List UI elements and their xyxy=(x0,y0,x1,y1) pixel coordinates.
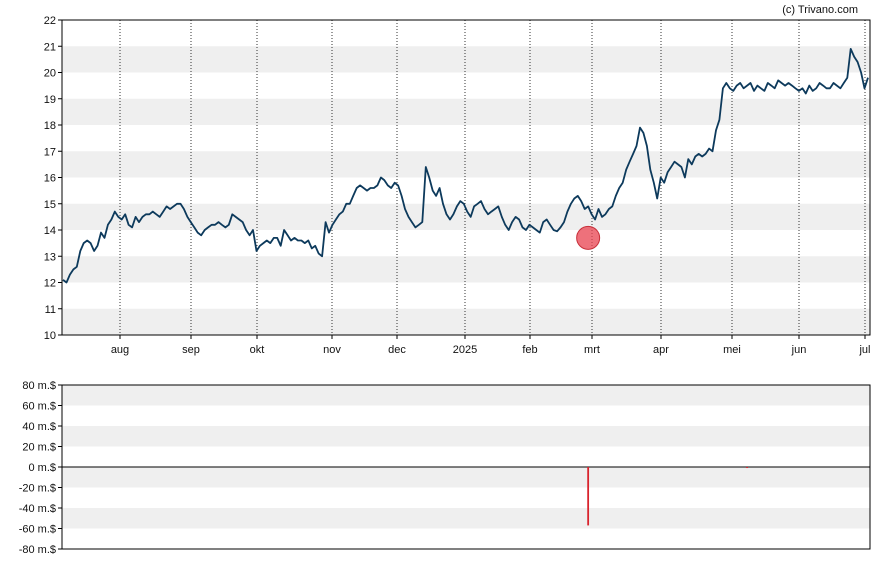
credit-label: (c) Trivano.com xyxy=(782,4,858,16)
price-y-tick-label: 19 xyxy=(44,94,56,106)
price-band xyxy=(62,308,870,335)
volume-band xyxy=(62,467,870,488)
price-band xyxy=(62,98,870,125)
price-panel: 10 11 12 13 14 15 16 17 18 19 20 21 22 aug sep okt nov d… xyxy=(44,15,871,356)
price-y-tick-label: 11 xyxy=(45,304,56,316)
volume-bar xyxy=(587,467,590,526)
volume-bar xyxy=(746,467,748,469)
volume-y-tick-label: -20 m.$ xyxy=(19,483,56,495)
price-x-tick-label: jun xyxy=(791,344,807,356)
price-band xyxy=(62,151,870,178)
price-x-tick-label: jul xyxy=(858,344,870,356)
price-band xyxy=(62,46,870,73)
volume-y-tick-label: -80 m.$ xyxy=(19,544,56,556)
price-markers xyxy=(576,225,601,250)
price-x-axis: aug sep okt nov dec 2025 feb mrt apr mei jun jul xyxy=(111,335,871,356)
price-x-tick-label: mrt xyxy=(584,344,600,356)
price-x-tick-label: feb xyxy=(522,344,537,356)
price-x-tick-label: okt xyxy=(250,344,265,356)
volume-band xyxy=(62,426,870,447)
trade-marker xyxy=(576,225,601,250)
volume-band xyxy=(62,385,870,406)
price-y-tick-label: 12 xyxy=(44,278,56,290)
price-y-tick-label: 15 xyxy=(44,199,56,211)
price-x-tick-label: mei xyxy=(723,344,741,356)
price-y-tick-label: 22 xyxy=(44,15,56,27)
price-band xyxy=(62,256,870,283)
price-x-tick-label: sep xyxy=(182,344,200,356)
price-y-axis: 10 11 12 13 14 15 16 17 18 19 20 21 22 xyxy=(44,15,62,342)
price-y-tick-label: 18 xyxy=(44,120,56,132)
volume-y-tick-label: 80 m.$ xyxy=(22,380,56,392)
volume-bars xyxy=(587,467,748,526)
price-y-tick-label: 17 xyxy=(44,146,56,158)
price-y-tick-label: 21 xyxy=(44,41,56,53)
price-y-tick-label: 10 xyxy=(44,330,56,342)
volume-y-tick-label: 60 m.$ xyxy=(22,401,56,413)
volume-y-axis: 80 m.$ 60 m.$ 40 m.$ 20 m.$ 0 m.$ -20 m.$ -40 … xyxy=(19,380,62,556)
price-line xyxy=(62,48,869,284)
volume-y-tick-label: -40 m.$ xyxy=(19,503,56,515)
volume-bands xyxy=(62,385,870,529)
price-x-tick-label: apr xyxy=(653,344,669,356)
price-x-tick-label: dec xyxy=(388,344,406,356)
price-x-tick-label: aug xyxy=(111,344,129,356)
volume-y-tick-label: 0 m.$ xyxy=(28,462,56,474)
volume-band xyxy=(62,508,870,529)
price-y-tick-label: 16 xyxy=(44,173,56,185)
price-y-tick-label: 14 xyxy=(44,225,56,237)
price-y-tick-label: 20 xyxy=(44,68,56,80)
price-bands xyxy=(62,46,870,335)
price-x-tick-label: nov xyxy=(323,344,341,356)
volume-y-tick-label: 40 m.$ xyxy=(22,421,56,433)
volume-y-tick-label: -60 m.$ xyxy=(19,524,56,536)
volume-y-tick-label: 20 m.$ xyxy=(22,442,56,454)
price-x-tick-label: 2025 xyxy=(453,344,477,356)
volume-panel: 80 m.$ 60 m.$ 40 m.$ 20 m.$ 0 m.$ -20 m.$ -40 … xyxy=(19,380,871,556)
price-y-tick-label: 13 xyxy=(44,251,56,263)
